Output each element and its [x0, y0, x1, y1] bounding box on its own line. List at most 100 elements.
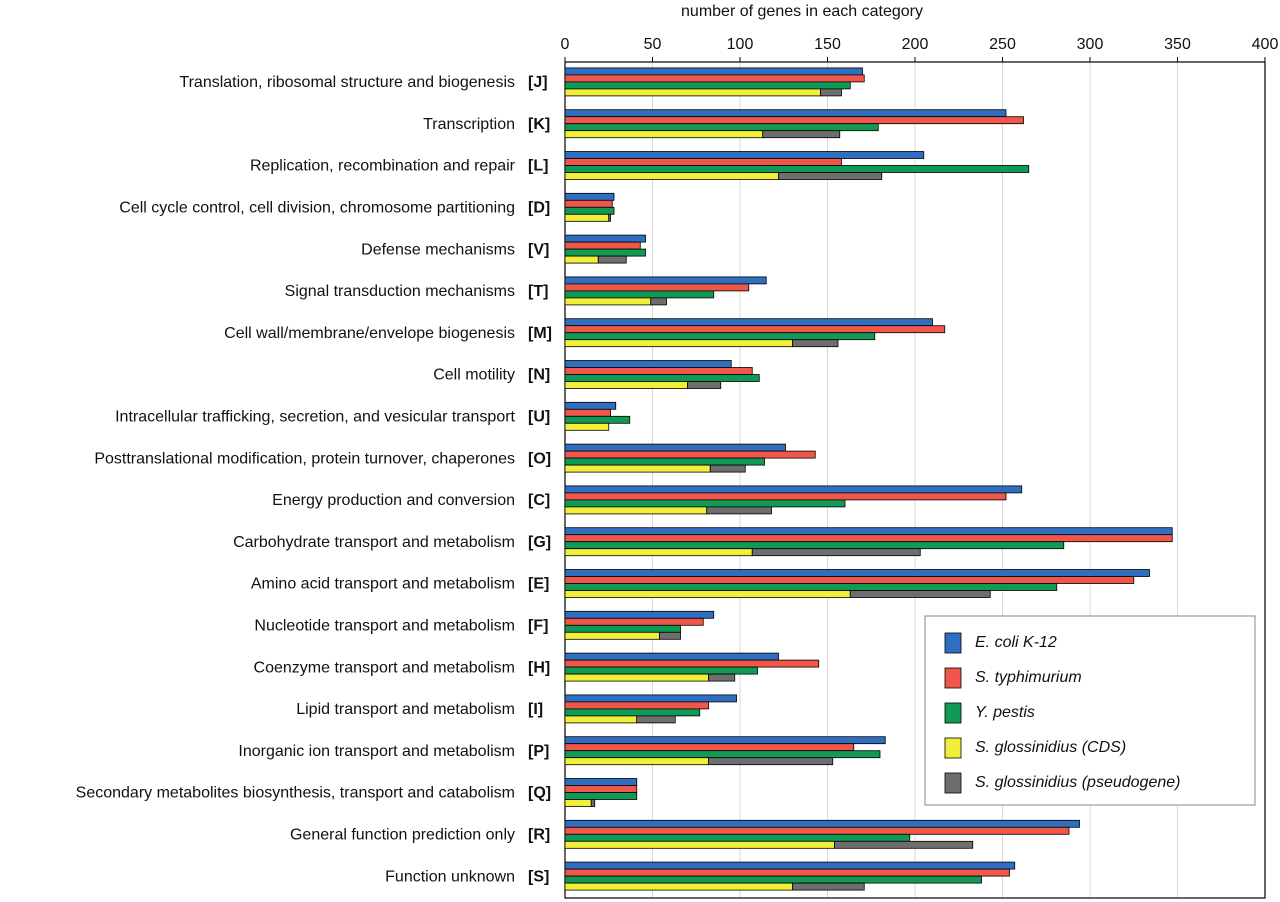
legend-box	[924, 615, 1256, 806]
category-label: Secondary metabolites biosynthesis, tran…	[76, 785, 515, 802]
bar	[709, 464, 746, 473]
legend-label: S. glossinidius (pseudogene)	[975, 774, 1180, 791]
bar	[564, 401, 617, 410]
bar	[564, 123, 879, 132]
plot-frame	[564, 61, 1266, 899]
bar	[564, 318, 933, 327]
category-code: [P]	[528, 743, 549, 760]
bar	[708, 673, 736, 682]
x-tick-label: 0	[561, 36, 570, 53]
bar	[762, 130, 841, 139]
bar	[820, 88, 842, 97]
category-code: [I]	[528, 701, 543, 718]
category-code: [Q]	[528, 785, 551, 802]
bar	[564, 610, 715, 619]
x-tick-label: 100	[727, 36, 754, 53]
category-label: Replication, recombination and repair	[250, 158, 516, 175]
bar	[564, 527, 1173, 536]
category-code: [D]	[528, 200, 550, 217]
bar	[834, 840, 974, 849]
bar	[564, 381, 688, 389]
category-label: Defense mechanisms	[361, 241, 515, 258]
bar	[564, 172, 779, 180]
bar	[564, 541, 1065, 550]
bar	[564, 415, 631, 424]
category-code: [C]	[528, 492, 550, 509]
bar	[564, 861, 1016, 870]
category-label: Transcription	[423, 116, 515, 133]
x-tick-label: 250	[989, 36, 1016, 53]
legend-label: Y. pestis	[975, 704, 1035, 721]
category-code: [V]	[528, 241, 549, 258]
bar	[687, 381, 722, 389]
x-axis-label: number of genes in each category	[681, 3, 923, 20]
category-label: Lipid transport and metabolism	[296, 701, 515, 718]
legend-label: S. glossinidius (CDS)	[975, 739, 1126, 756]
bar	[564, 624, 681, 633]
bar	[564, 826, 1070, 835]
bar	[849, 590, 991, 598]
bar	[564, 374, 760, 382]
bar	[564, 290, 715, 299]
bar	[564, 464, 711, 473]
bar	[564, 652, 779, 661]
bar	[564, 799, 592, 807]
bar	[564, 165, 1030, 173]
bar	[564, 778, 638, 786]
bar	[564, 283, 750, 292]
legend-swatch	[944, 737, 962, 759]
bar	[597, 255, 627, 264]
x-tick-label: 300	[1077, 36, 1104, 53]
bar	[564, 206, 615, 215]
legend-label: E. coli K-12	[975, 634, 1057, 651]
legend-swatch	[944, 702, 962, 724]
bar	[564, 408, 611, 417]
x-tick-label: 200	[902, 36, 929, 53]
bar	[564, 192, 615, 201]
bar	[708, 757, 834, 766]
bar	[564, 241, 641, 250]
category-label: Energy production and conversion	[272, 492, 515, 509]
bar	[564, 339, 793, 348]
bar	[564, 151, 925, 159]
bar	[564, 130, 764, 139]
category-code: [L]	[528, 158, 548, 175]
bar	[564, 74, 865, 83]
category-code: [O]	[528, 450, 551, 467]
legend-swatch	[944, 632, 962, 654]
category-label: Inorganic ion transport and metabolism	[238, 743, 515, 760]
bar	[564, 248, 646, 257]
category-code: [R]	[528, 827, 550, 844]
bar	[564, 67, 863, 76]
bar	[564, 158, 842, 166]
category-label: Carbohydrate transport and metabolism	[233, 534, 515, 551]
bar	[564, 819, 1080, 828]
bar	[564, 833, 911, 842]
bar	[564, 583, 1058, 591]
bar	[564, 548, 753, 557]
bar	[564, 694, 737, 703]
legend-swatch	[944, 667, 962, 689]
bar	[659, 631, 681, 640]
bar	[564, 116, 1024, 125]
bar	[564, 457, 765, 466]
bar	[564, 199, 613, 208]
bar	[564, 234, 646, 243]
bar	[751, 548, 921, 557]
bar	[564, 840, 835, 849]
bar	[564, 360, 732, 368]
bar	[564, 81, 851, 90]
x-tick-label: 400	[1252, 36, 1279, 53]
x-tick-label: 50	[644, 36, 662, 53]
bar	[564, 708, 701, 717]
category-code: [E]	[528, 576, 549, 593]
category-label: Cell wall/membrane/envelope biogenesis	[224, 325, 515, 342]
bar	[564, 792, 638, 800]
category-code: [M]	[528, 325, 552, 342]
category-label: Translation, ribosomal structure and bio…	[179, 74, 515, 91]
bar	[706, 506, 772, 515]
bar	[564, 617, 704, 626]
bar	[564, 701, 709, 710]
category-label: Signal transduction mechanisms	[285, 283, 515, 300]
